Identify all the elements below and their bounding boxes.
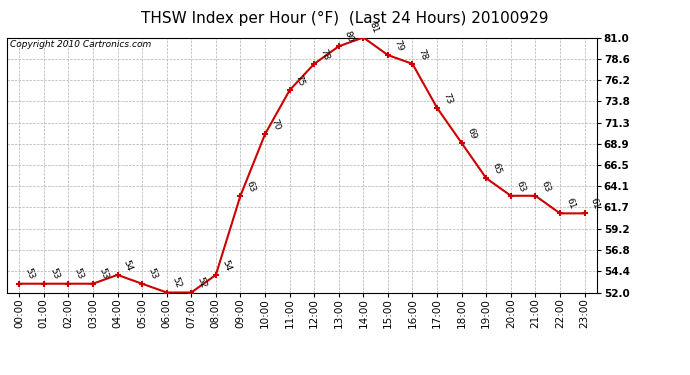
Text: 53: 53 [72,267,85,281]
Text: 78: 78 [318,47,331,61]
Text: 53: 53 [146,267,159,281]
Text: 63: 63 [540,179,552,193]
Text: 52: 52 [171,276,183,290]
Text: 53: 53 [48,267,60,281]
Text: 63: 63 [244,179,257,193]
Text: 81: 81 [368,21,380,35]
Text: 70: 70 [269,117,282,132]
Text: 69: 69 [466,126,478,140]
Text: 75: 75 [294,74,306,87]
Text: THSW Index per Hour (°F)  (Last 24 Hours) 20100929: THSW Index per Hour (°F) (Last 24 Hours)… [141,11,549,26]
Text: Copyright 2010 Cartronics.com: Copyright 2010 Cartronics.com [10,40,151,49]
Text: 61: 61 [589,197,601,211]
Text: 79: 79 [392,38,404,52]
Text: 80: 80 [343,30,355,44]
Text: 54: 54 [121,258,134,272]
Text: 61: 61 [564,197,577,211]
Text: 78: 78 [417,47,429,61]
Text: 53: 53 [97,267,110,281]
Text: 73: 73 [441,91,453,105]
Text: 65: 65 [491,162,503,176]
Text: 54: 54 [220,258,233,272]
Text: 53: 53 [23,267,36,281]
Text: 52: 52 [195,276,208,290]
Text: 63: 63 [515,179,527,193]
